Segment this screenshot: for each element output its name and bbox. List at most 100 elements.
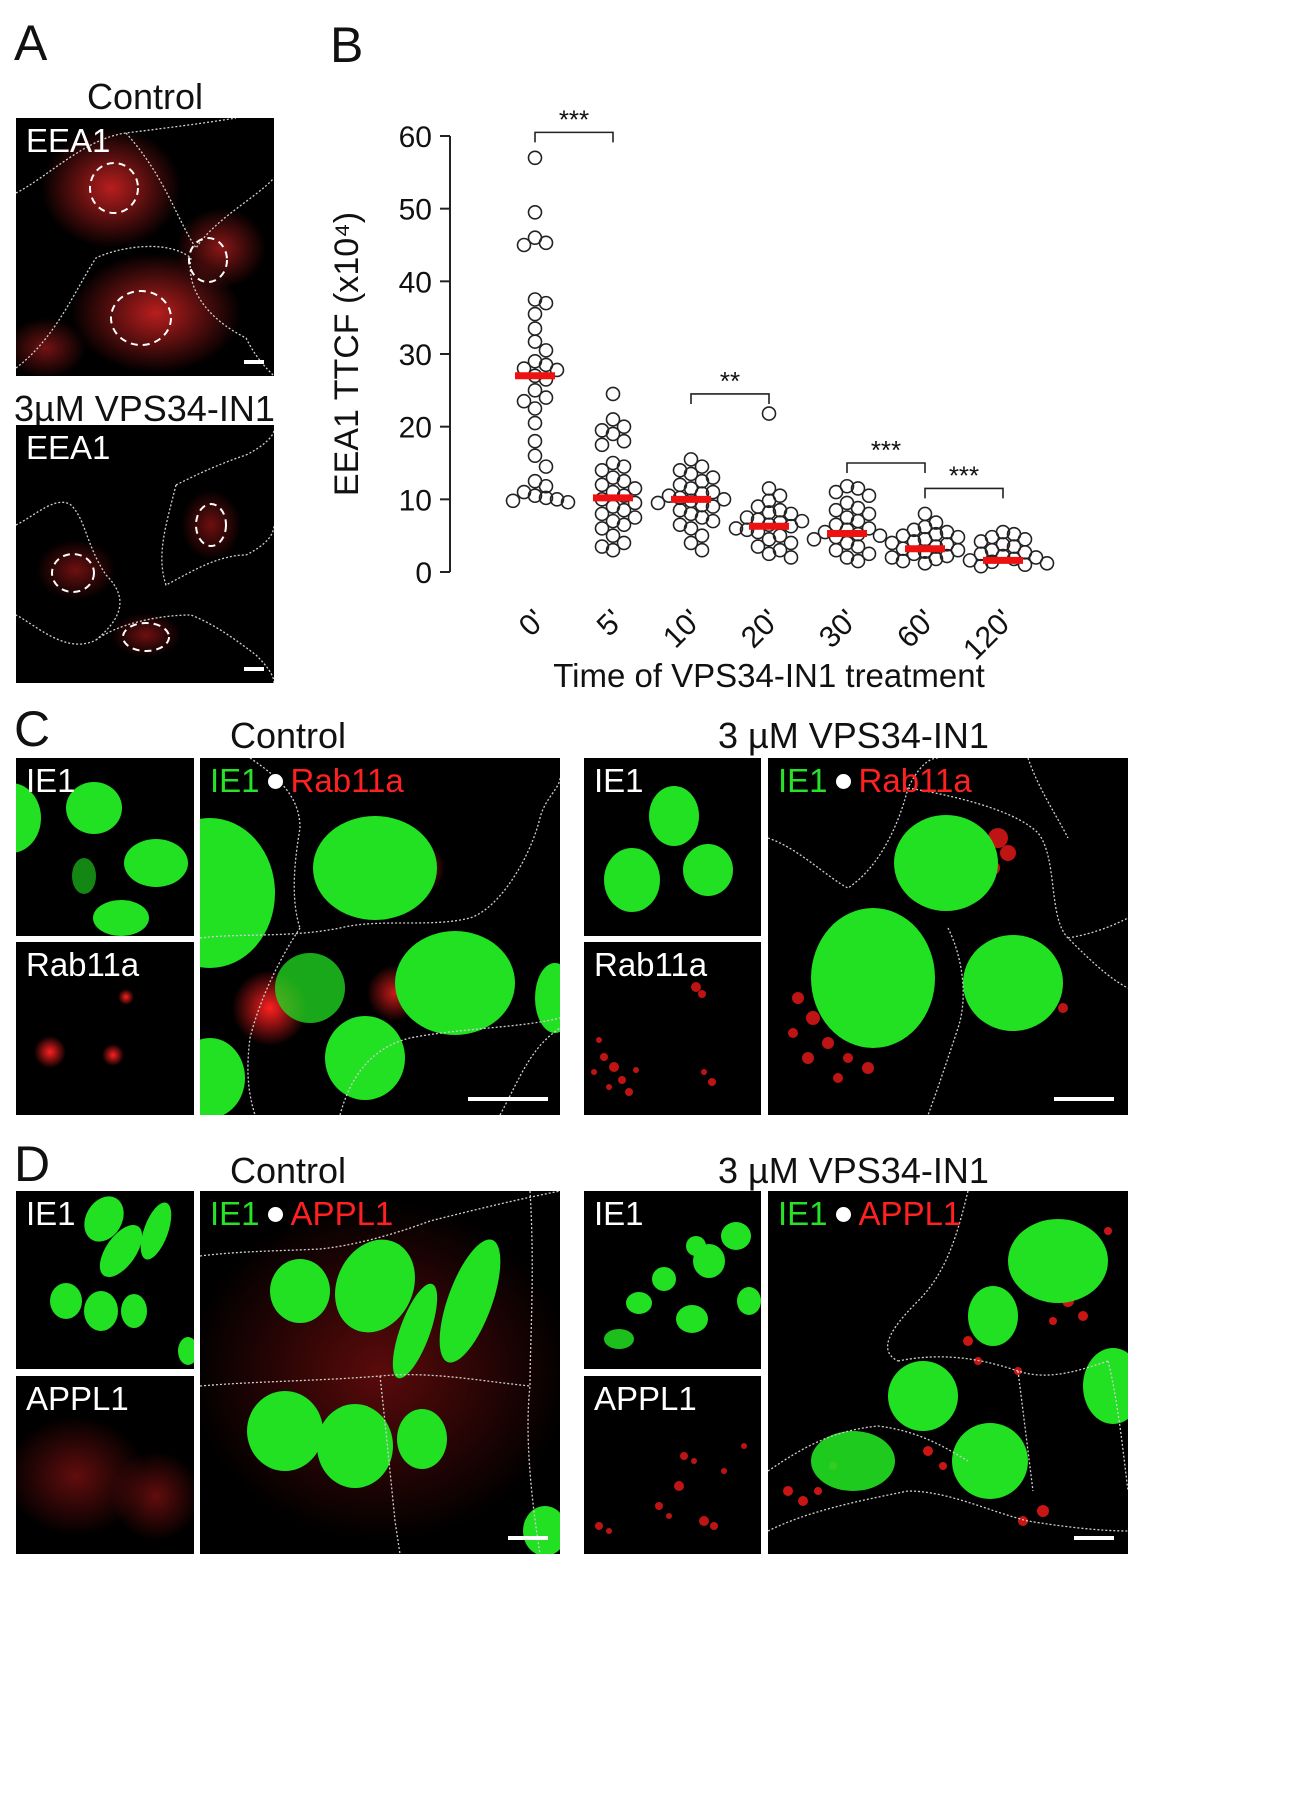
data-point: [627, 481, 643, 496]
data-point: [861, 488, 877, 504]
significance-label: ***: [559, 104, 589, 134]
data-point: [605, 412, 621, 427]
panel-a-control-label: EEA1: [26, 122, 111, 159]
panel-c-treated-rab11a: Rab11a: [584, 942, 761, 1115]
panel-d-control-ie1: IE1: [16, 1191, 194, 1369]
panel-d-control-merge-label: IE1 APPL1: [210, 1195, 394, 1232]
data-point: [761, 531, 777, 547]
data-point: [850, 553, 866, 569]
significance-label: ***: [871, 435, 901, 465]
data-point: [605, 386, 621, 402]
panel-c-treated-title: 3 µM VPS34-IN1: [718, 715, 989, 756]
data-point: [560, 494, 576, 510]
data-point: [527, 150, 543, 166]
data-point: [594, 477, 610, 493]
data-point: [616, 459, 632, 474]
data-point: [950, 542, 966, 558]
panel-c-treated-ie1: IE1: [584, 758, 761, 936]
y-tick-label: 30: [399, 339, 432, 372]
data-point: [973, 534, 989, 549]
ie1-appl1-merge-image: [200, 1191, 560, 1554]
y-tick-label: 0: [415, 557, 432, 590]
data-point: [538, 235, 554, 251]
panel-c-treated-ie1-label: IE1: [594, 762, 644, 799]
panel-d-treated-ie1: IE1: [584, 1191, 761, 1369]
data-point: [527, 448, 543, 464]
data-point: [828, 502, 844, 518]
eea1-treated-image: [16, 429, 274, 683]
panel-d-treated-appl1-label: APPL1: [594, 1380, 697, 1417]
significance-label: **: [720, 366, 740, 396]
ie1-nuclei-image: [604, 786, 733, 912]
y-tick-label: 10: [399, 484, 432, 517]
data-point: [962, 553, 978, 568]
scale-bar: [244, 360, 264, 364]
appl1-image: [595, 1443, 747, 1534]
data-point: [683, 521, 699, 536]
significance-bracket: [924, 487, 1004, 499]
x-tick-label: 0': [513, 604, 552, 643]
panel-letter-a: A: [14, 15, 48, 71]
panel-d-control-title: Control: [230, 1150, 347, 1191]
significance-bracket: [534, 131, 614, 143]
data-point: [828, 542, 844, 558]
panel-d-treated-merge: IE1 APPL1: [768, 1191, 1128, 1554]
scale-bar: [508, 1536, 548, 1540]
data-point: [850, 481, 866, 496]
panel-c-control-ie1-label: IE1: [26, 762, 76, 799]
data-point: [861, 546, 877, 562]
panel-c-control-merge-label: IE1 Rab11a: [210, 762, 404, 799]
data-point: [750, 539, 766, 554]
data-point: [505, 493, 521, 509]
y-tick-label: 50: [399, 194, 432, 227]
ie1-nuclei-image: [604, 1222, 761, 1349]
data-point: [538, 478, 554, 494]
data-point: [705, 499, 721, 514]
data-point: [594, 506, 610, 522]
data-point: [605, 542, 621, 558]
data-point: [705, 484, 721, 500]
data-point: [739, 522, 755, 538]
data-point: [1028, 550, 1044, 565]
data-point: [527, 433, 543, 449]
data-point: [538, 343, 554, 358]
significance-bracket: [690, 393, 770, 404]
x-tick-label: 60': [891, 604, 942, 655]
data-point: [716, 492, 732, 507]
panel-d-control-merge: IE1 APPL1: [200, 1191, 560, 1554]
data-point: [627, 510, 643, 525]
panel-c-control-rab11a-label: Rab11a: [26, 946, 140, 983]
panel-c-treated-merge-label: IE1 Rab11a: [778, 762, 972, 799]
data-point: [939, 537, 955, 552]
data-point: [694, 528, 710, 543]
data-point: [538, 390, 554, 405]
data-point: [1039, 555, 1055, 571]
data-point: [783, 535, 799, 551]
panel-c-control-rab11a: Rab11a: [16, 942, 194, 1115]
panel-letter-b: B: [330, 17, 364, 73]
data-point: [906, 522, 922, 538]
panel-d-treated-merge-label: IE1 APPL1: [778, 1195, 962, 1232]
data-point: [527, 415, 543, 431]
panel-a-control-micrograph: EEA1: [16, 118, 274, 376]
data-point: [538, 295, 554, 311]
x-tick-label: 30': [813, 604, 864, 655]
data-point: [939, 548, 955, 564]
data-point: [627, 495, 643, 511]
y-axis-label: EEA1 TTCF (x10⁴): [330, 212, 366, 496]
panel-d-treated-title: 3 µM VPS34-IN1: [718, 1150, 989, 1191]
ie1-nuclei-image: [16, 782, 188, 936]
data-point: [705, 513, 721, 529]
data-point: [616, 535, 632, 551]
data-point: [917, 555, 933, 571]
data-point: [538, 459, 554, 474]
data-point: [884, 535, 900, 551]
x-axis-label: Time of VPS34-IN1 treatment: [553, 657, 985, 694]
data-point: [594, 462, 610, 478]
panel-d-treated-ie1-label: IE1: [594, 1195, 644, 1232]
panel-d-treated-appl1: APPL1: [584, 1376, 761, 1554]
data-point: [616, 433, 632, 449]
data-point: [995, 537, 1011, 552]
scale-bar: [1074, 1536, 1114, 1540]
